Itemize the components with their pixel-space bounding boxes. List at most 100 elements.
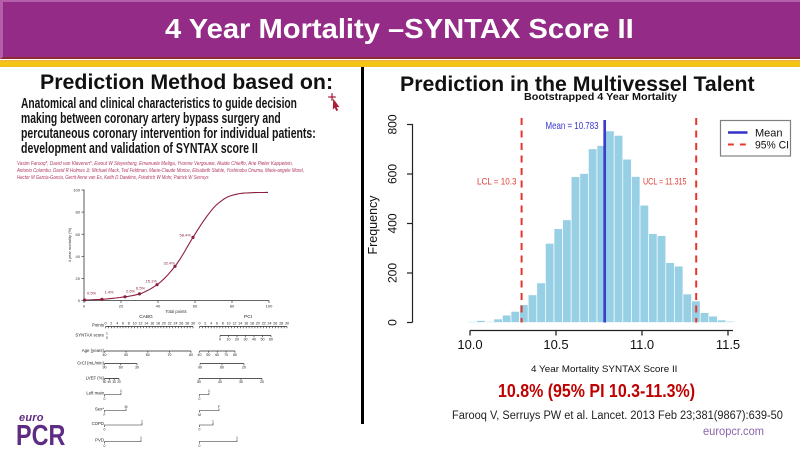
svg-text:14: 14 [144,322,148,326]
svg-text:70: 70 [167,353,171,357]
svg-text:20: 20 [162,322,166,326]
svg-text:Mean = 10.783: Mean = 10.783 [546,120,599,132]
svg-text:80: 80 [233,353,237,357]
svg-text:Age (years): Age (years) [82,348,105,353]
svg-text:30: 30 [239,380,243,384]
svg-text:30: 30 [244,338,248,342]
svg-text:SYNTAX score: SYNTAX score [75,333,104,338]
svg-text:24: 24 [268,322,272,326]
svg-text:20: 20 [117,380,121,384]
svg-text:CrCl (mL/min): CrCl (mL/min) [77,361,104,366]
svg-text:0: 0 [199,397,201,401]
svg-text:60: 60 [76,232,81,237]
svg-text:80: 80 [230,304,235,309]
svg-text:6: 6 [122,322,124,326]
svg-text:Left main: Left main [86,391,104,396]
svg-text:24: 24 [174,322,178,326]
svg-text:1: 1 [212,419,214,423]
svg-text:50: 50 [124,353,128,357]
svg-text:30: 30 [191,322,195,326]
svg-text:COPD: COPD [92,421,104,426]
svg-text:0: 0 [199,322,201,326]
svg-text:PCI: PCI [244,314,252,320]
svg-text:16: 16 [150,322,154,326]
svg-text:0: 0 [104,444,106,448]
svg-text:100: 100 [266,304,273,309]
svg-text:40: 40 [198,353,202,357]
svg-text:50: 50 [261,338,265,342]
svg-text:0: 0 [199,444,201,448]
svg-text:10: 10 [133,322,137,326]
svg-text:80: 80 [189,353,193,357]
svg-text:70: 70 [224,353,228,357]
svg-text:11.0: 11.0 [630,337,654,352]
svg-text:18: 18 [156,322,160,326]
svg-text:11.5: 11.5 [716,337,740,352]
svg-text:600: 600 [386,164,400,184]
svg-text:0: 0 [78,298,81,303]
svg-text:4: 4 [116,322,118,326]
svg-text:26: 26 [273,322,277,326]
svg-text:PVD: PVD [95,438,104,443]
svg-text:0: 0 [386,319,400,326]
svg-text:4 year mortality (%): 4 year mortality (%) [67,227,72,262]
svg-text:1: 1 [141,419,143,423]
svg-text:20: 20 [242,365,246,369]
svg-text:40: 40 [103,353,107,357]
svg-text:Frequency: Frequency [366,195,380,255]
svg-text:22: 22 [262,322,266,326]
svg-text:15.1%: 15.1% [146,279,158,284]
svg-text:8: 8 [128,322,130,326]
svg-text:8: 8 [222,322,224,326]
svg-text:Sex*: Sex* [95,407,104,412]
svg-text:0: 0 [105,322,107,326]
svg-text:2.6%: 2.6% [126,289,136,294]
svg-text:16: 16 [244,322,248,326]
svg-text:UCL = 11.315: UCL = 11.315 [643,177,687,188]
svg-text:10.5: 10.5 [543,337,568,352]
svg-text:2: 2 [110,322,112,326]
svg-text:400: 400 [386,213,400,233]
svg-text:40: 40 [76,254,81,259]
svg-text:LVEF (%): LVEF (%) [86,376,105,381]
svg-text:0: 0 [199,428,201,432]
svg-text:M: M [125,405,128,409]
svg-text:20: 20 [119,304,124,309]
svg-text:60: 60 [193,304,198,309]
svg-text:28: 28 [279,322,283,326]
svg-text:40: 40 [156,304,161,309]
svg-text:50: 50 [197,380,201,384]
svg-text:20: 20 [76,276,81,281]
svg-text:2: 2 [204,322,206,326]
svg-text:60: 60 [215,353,219,357]
svg-text:Points: Points [92,323,104,328]
svg-text:95% CI: 95% CI [755,140,789,152]
svg-text:10: 10 [227,322,231,326]
svg-text:0: 0 [83,304,86,309]
svg-text:60: 60 [119,365,123,369]
svg-text:1: 1 [208,389,210,393]
svg-text:20: 20 [235,338,239,342]
svg-text:10.0: 10.0 [457,337,482,352]
svg-text:0.5%: 0.5% [87,291,97,296]
svg-text:40: 40 [108,380,112,384]
svg-text:20: 20 [260,380,264,384]
svg-text:12: 12 [233,322,237,326]
svg-text:90: 90 [103,365,107,369]
svg-text:200: 200 [386,263,400,283]
svg-text:Mean: Mean [755,128,783,140]
svg-text:90: 90 [198,365,202,369]
svg-text:40: 40 [218,380,222,384]
svg-text:30: 30 [135,365,139,369]
svg-text:0: 0 [104,397,106,401]
svg-text:6.5%: 6.5% [136,286,146,291]
svg-text:F: F [103,413,105,417]
svg-text:6: 6 [216,322,218,326]
svg-text:22: 22 [168,322,172,326]
svg-text:60: 60 [146,353,150,357]
svg-text:0: 0 [106,336,108,340]
svg-text:14: 14 [238,322,242,326]
svg-text:30: 30 [285,322,289,326]
svg-text:60: 60 [269,338,273,342]
svg-text:80: 80 [76,210,81,215]
